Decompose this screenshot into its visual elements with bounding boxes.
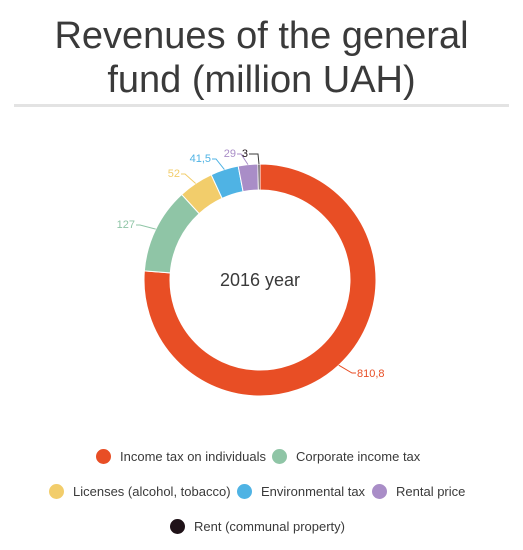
value-label: 127: [117, 219, 135, 231]
center-label: 2016 year: [220, 270, 300, 290]
legend-item-communal-rent[interactable]: Rent (communal property): [170, 517, 345, 535]
chart-title-line-2: fund (million UAH): [107, 59, 416, 101]
donut-slice[interactable]: [257, 163, 261, 191]
label-leader-line: [181, 173, 196, 184]
label-leader-line: [249, 153, 260, 165]
value-label: 41,5: [190, 153, 211, 165]
donut-slices: [143, 163, 377, 397]
donut-slice[interactable]: [143, 163, 377, 397]
legend-label: Licenses (alcohol, tobacco): [73, 483, 231, 499]
label-leader-line: [212, 158, 225, 170]
legend-item-corporate-tax[interactable]: Corporate income tax: [272, 447, 420, 465]
legend-item-licenses[interactable]: Licenses (alcohol, tobacco): [49, 482, 231, 500]
title-divider: [14, 104, 509, 107]
value-label: 810,8: [357, 368, 385, 380]
value-label: 3: [242, 148, 248, 160]
legend-label: Income tax on individuals: [120, 448, 266, 464]
label-leader-line: [136, 224, 156, 230]
value-label: 52: [168, 168, 180, 180]
label-leaders: [136, 153, 356, 374]
legend-swatch: [96, 448, 111, 464]
label-leader-line: [338, 364, 356, 374]
value-label: 29: [224, 148, 236, 160]
label-leader-line: [237, 153, 249, 165]
legend-item-rental-price[interactable]: Rental price: [372, 482, 465, 500]
legend-swatch: [272, 448, 287, 464]
legend-label: Rent (communal property): [194, 518, 345, 534]
legend-item-income-tax[interactable]: Income tax on individuals: [96, 447, 266, 465]
legend-swatch: [170, 518, 185, 534]
legend-label: Corporate income tax: [296, 448, 421, 464]
donut-slice[interactable]: [143, 193, 200, 274]
legend-label: Environmental tax: [261, 483, 366, 499]
value-labels: 810,8 127 52 41,5 29 3: [117, 148, 385, 380]
chart-title-line-1: Revenues of the general: [54, 15, 469, 57]
chart-title: Revenues of the general fund (million UA…: [0, 14, 523, 102]
legend-swatch: [372, 483, 387, 499]
legend-swatch: [237, 483, 252, 499]
legend-label: Rental price: [396, 483, 466, 499]
legend-item-environmental-tax[interactable]: Environmental tax: [237, 482, 365, 500]
legend-swatch: [49, 483, 64, 499]
